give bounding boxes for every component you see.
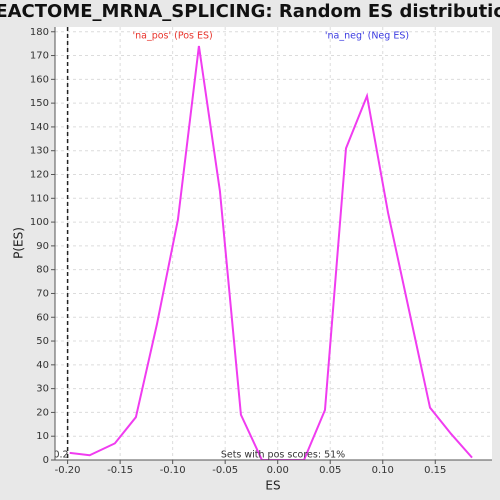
y-tick-label: 30 [36,384,49,395]
y-tick-label: 80 [36,265,49,276]
y-tick-label: 20 [36,407,49,418]
x-axis-label: ES [265,479,280,493]
annotation: 'na_neg' (Neg ES) [325,31,409,42]
y-tick-label: 40 [36,360,49,371]
chart-title: REACTOME_MRNA_SPLICING: Random ES distri… [0,1,500,22]
x-tick-label: 0.10 [372,465,394,476]
y-tick-label: 0 [43,455,49,466]
axes: 0 10 20 30 40 50 60 70 80 90 100 110 120 130 140 150 160… [30,27,492,476]
y-tick-label: 90 [36,241,49,252]
x-tick-label: -0.20 [55,465,81,476]
y-tick-label: 100 [30,217,49,228]
y-tick-label: 140 [30,122,49,133]
y-tick-label: 120 [30,170,49,181]
y-tick-label: 130 [30,146,49,157]
y-tick-label: 150 [30,98,49,109]
plot-area [55,27,492,460]
x-tick-label: 0.05 [319,465,341,476]
y-axis-label: P(ES) [12,227,26,259]
plot: al ES -0.2 [24,27,473,461]
x-tick-label: 0.15 [424,465,446,476]
actual-es-label: al ES -0.2 [24,450,69,461]
x-tick-label: -0.05 [212,465,238,476]
y-tick-label: 170 [30,51,49,62]
x-tick-label: -0.10 [160,465,186,476]
y-tick-label: 110 [30,193,49,204]
line-series [69,45,473,460]
y-tick-label: 50 [36,336,49,347]
y-tick-label: 60 [36,312,49,323]
footer: Sets with pos scores: 51% [221,450,345,461]
annotation: 'na_pos' (Pos ES) [133,31,213,42]
grid [55,27,492,461]
x-tick-label: 0.00 [267,465,289,476]
y-tick-label: 10 [36,431,49,442]
y-tick-label: 180 [30,27,49,38]
y-tick-label: 160 [30,74,49,85]
x-tick-label: -0.15 [107,465,133,476]
y-tick-label: 70 [36,288,49,299]
